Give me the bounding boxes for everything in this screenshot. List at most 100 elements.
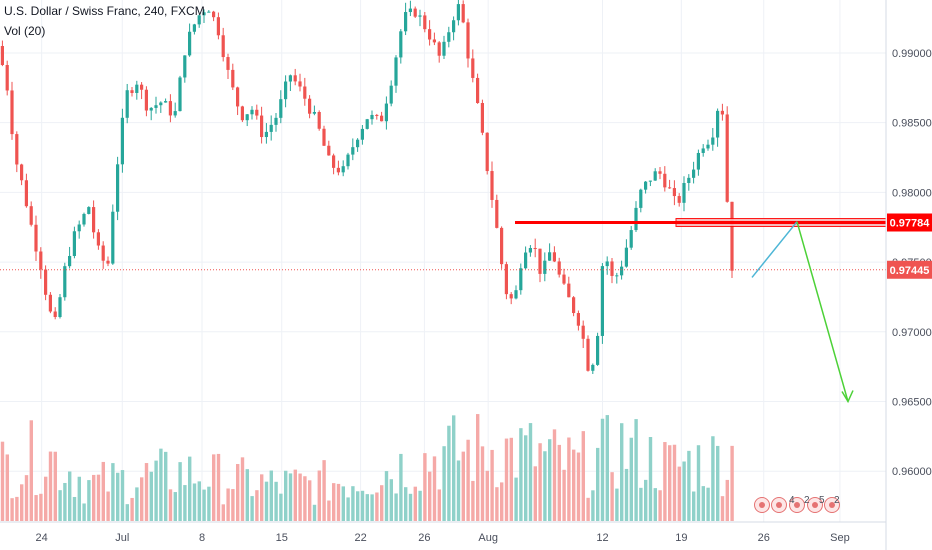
volume-bar	[317, 470, 321, 521]
candle-body	[634, 207, 638, 231]
volume-bar	[634, 419, 638, 521]
volume-bar	[653, 488, 657, 521]
volume-bar	[144, 463, 149, 521]
volume-bar	[552, 429, 557, 521]
candle-body	[279, 99, 283, 118]
price-tick-label: 0.96000	[892, 466, 932, 478]
volume-bar	[533, 466, 537, 521]
volume-bar	[255, 490, 259, 521]
candle-body	[629, 230, 633, 248]
volume-bar	[178, 462, 182, 521]
volume-bar	[485, 470, 489, 521]
candle-body	[269, 124, 273, 132]
candle-body	[120, 117, 124, 165]
volume-bar	[116, 472, 120, 521]
time-tick-label: Sep	[830, 532, 850, 544]
volume-bar	[581, 431, 585, 521]
projection-line-down[interactable]	[796, 221, 849, 402]
volume-bar	[591, 490, 595, 521]
volume-bar	[192, 483, 197, 521]
drawing-overlays[interactable]	[0, 217, 887, 404]
candle-body	[360, 128, 364, 140]
chart-grid	[0, 0, 886, 522]
volume-bar	[504, 438, 509, 521]
candle-body	[543, 260, 547, 274]
time-tick-label: 24	[36, 532, 48, 544]
volume-bar	[111, 463, 115, 521]
volume-bar	[629, 437, 633, 521]
candle-body	[135, 84, 139, 93]
candle-body	[322, 128, 326, 146]
candle-body	[116, 164, 120, 212]
candle-body	[216, 17, 220, 36]
volume-bar	[298, 473, 302, 521]
candle-body	[212, 11, 216, 18]
volume-bar	[528, 423, 533, 521]
price-tick-label: 0.98500	[892, 118, 932, 130]
volume-bar	[279, 493, 283, 521]
volume-bar	[384, 471, 389, 521]
price-label-tag[interactable]	[887, 213, 932, 232]
candle-body	[639, 189, 643, 208]
volume-bar	[538, 443, 542, 521]
price-label-text: 0.97445	[890, 265, 930, 277]
volume-bar	[572, 449, 576, 521]
volume-bar	[466, 439, 470, 521]
time-tick-label: 12	[596, 532, 608, 544]
price-label-text: 0.97784	[890, 217, 931, 229]
volume-bar	[644, 479, 648, 521]
volume-bar	[322, 460, 326, 521]
volume-bar	[389, 479, 393, 521]
candle-body	[5, 65, 9, 91]
volume-bar	[408, 493, 413, 521]
projection-line-up[interactable]	[751, 221, 798, 278]
volume-bar	[668, 445, 672, 521]
price-label-tag[interactable]	[887, 260, 932, 279]
candle-body	[87, 207, 91, 214]
volume-bar	[394, 493, 398, 521]
candle-body	[101, 245, 105, 261]
candle-body	[567, 283, 571, 298]
candle-body	[600, 266, 604, 336]
candle-body	[288, 75, 292, 82]
candle-body	[716, 110, 720, 138]
time-axis[interactable]: 24 Jul 8 15 22 26 Aug 12 19 26 Sep	[0, 521, 886, 544]
candle-body	[92, 207, 96, 233]
candle-body	[495, 199, 499, 228]
volume-bar	[476, 414, 480, 521]
volume-bar	[399, 453, 403, 521]
volume-bar	[725, 479, 729, 521]
candle-body	[20, 164, 24, 181]
volume-bar	[183, 485, 187, 521]
candle-body	[53, 311, 57, 318]
candle-body	[221, 35, 225, 58]
candle-body	[351, 147, 355, 155]
event-dot-icon	[776, 502, 782, 508]
candle-body	[399, 31, 403, 58]
volume-bar	[332, 483, 336, 521]
candle-body	[610, 261, 614, 276]
volume-bar	[34, 495, 38, 521]
candle-body	[576, 313, 580, 326]
price-axis[interactable]: 0.990000.985000.980000.975000.970000.965…	[885, 0, 932, 550]
candle-body	[149, 107, 153, 111]
volume-bar	[365, 494, 369, 521]
volume-bar	[29, 420, 33, 521]
candle-body	[687, 177, 691, 184]
volume-bar	[500, 482, 504, 521]
candle-body	[29, 206, 33, 225]
candle-body	[413, 8, 417, 17]
candle-body	[581, 325, 585, 339]
candle-body	[298, 81, 302, 87]
volume-bar	[720, 496, 725, 521]
volume-bar	[356, 491, 360, 521]
candle-body	[303, 86, 307, 99]
volume-bar	[101, 461, 105, 521]
candle-body	[696, 152, 700, 170]
volume-bar	[140, 477, 144, 521]
volume-bar	[264, 481, 269, 521]
symbol-legend[interactable]: U.S. Dollar / Swiss Franc, 240, FXCM	[4, 4, 205, 18]
volume-legend[interactable]: Vol (20)	[4, 24, 46, 38]
